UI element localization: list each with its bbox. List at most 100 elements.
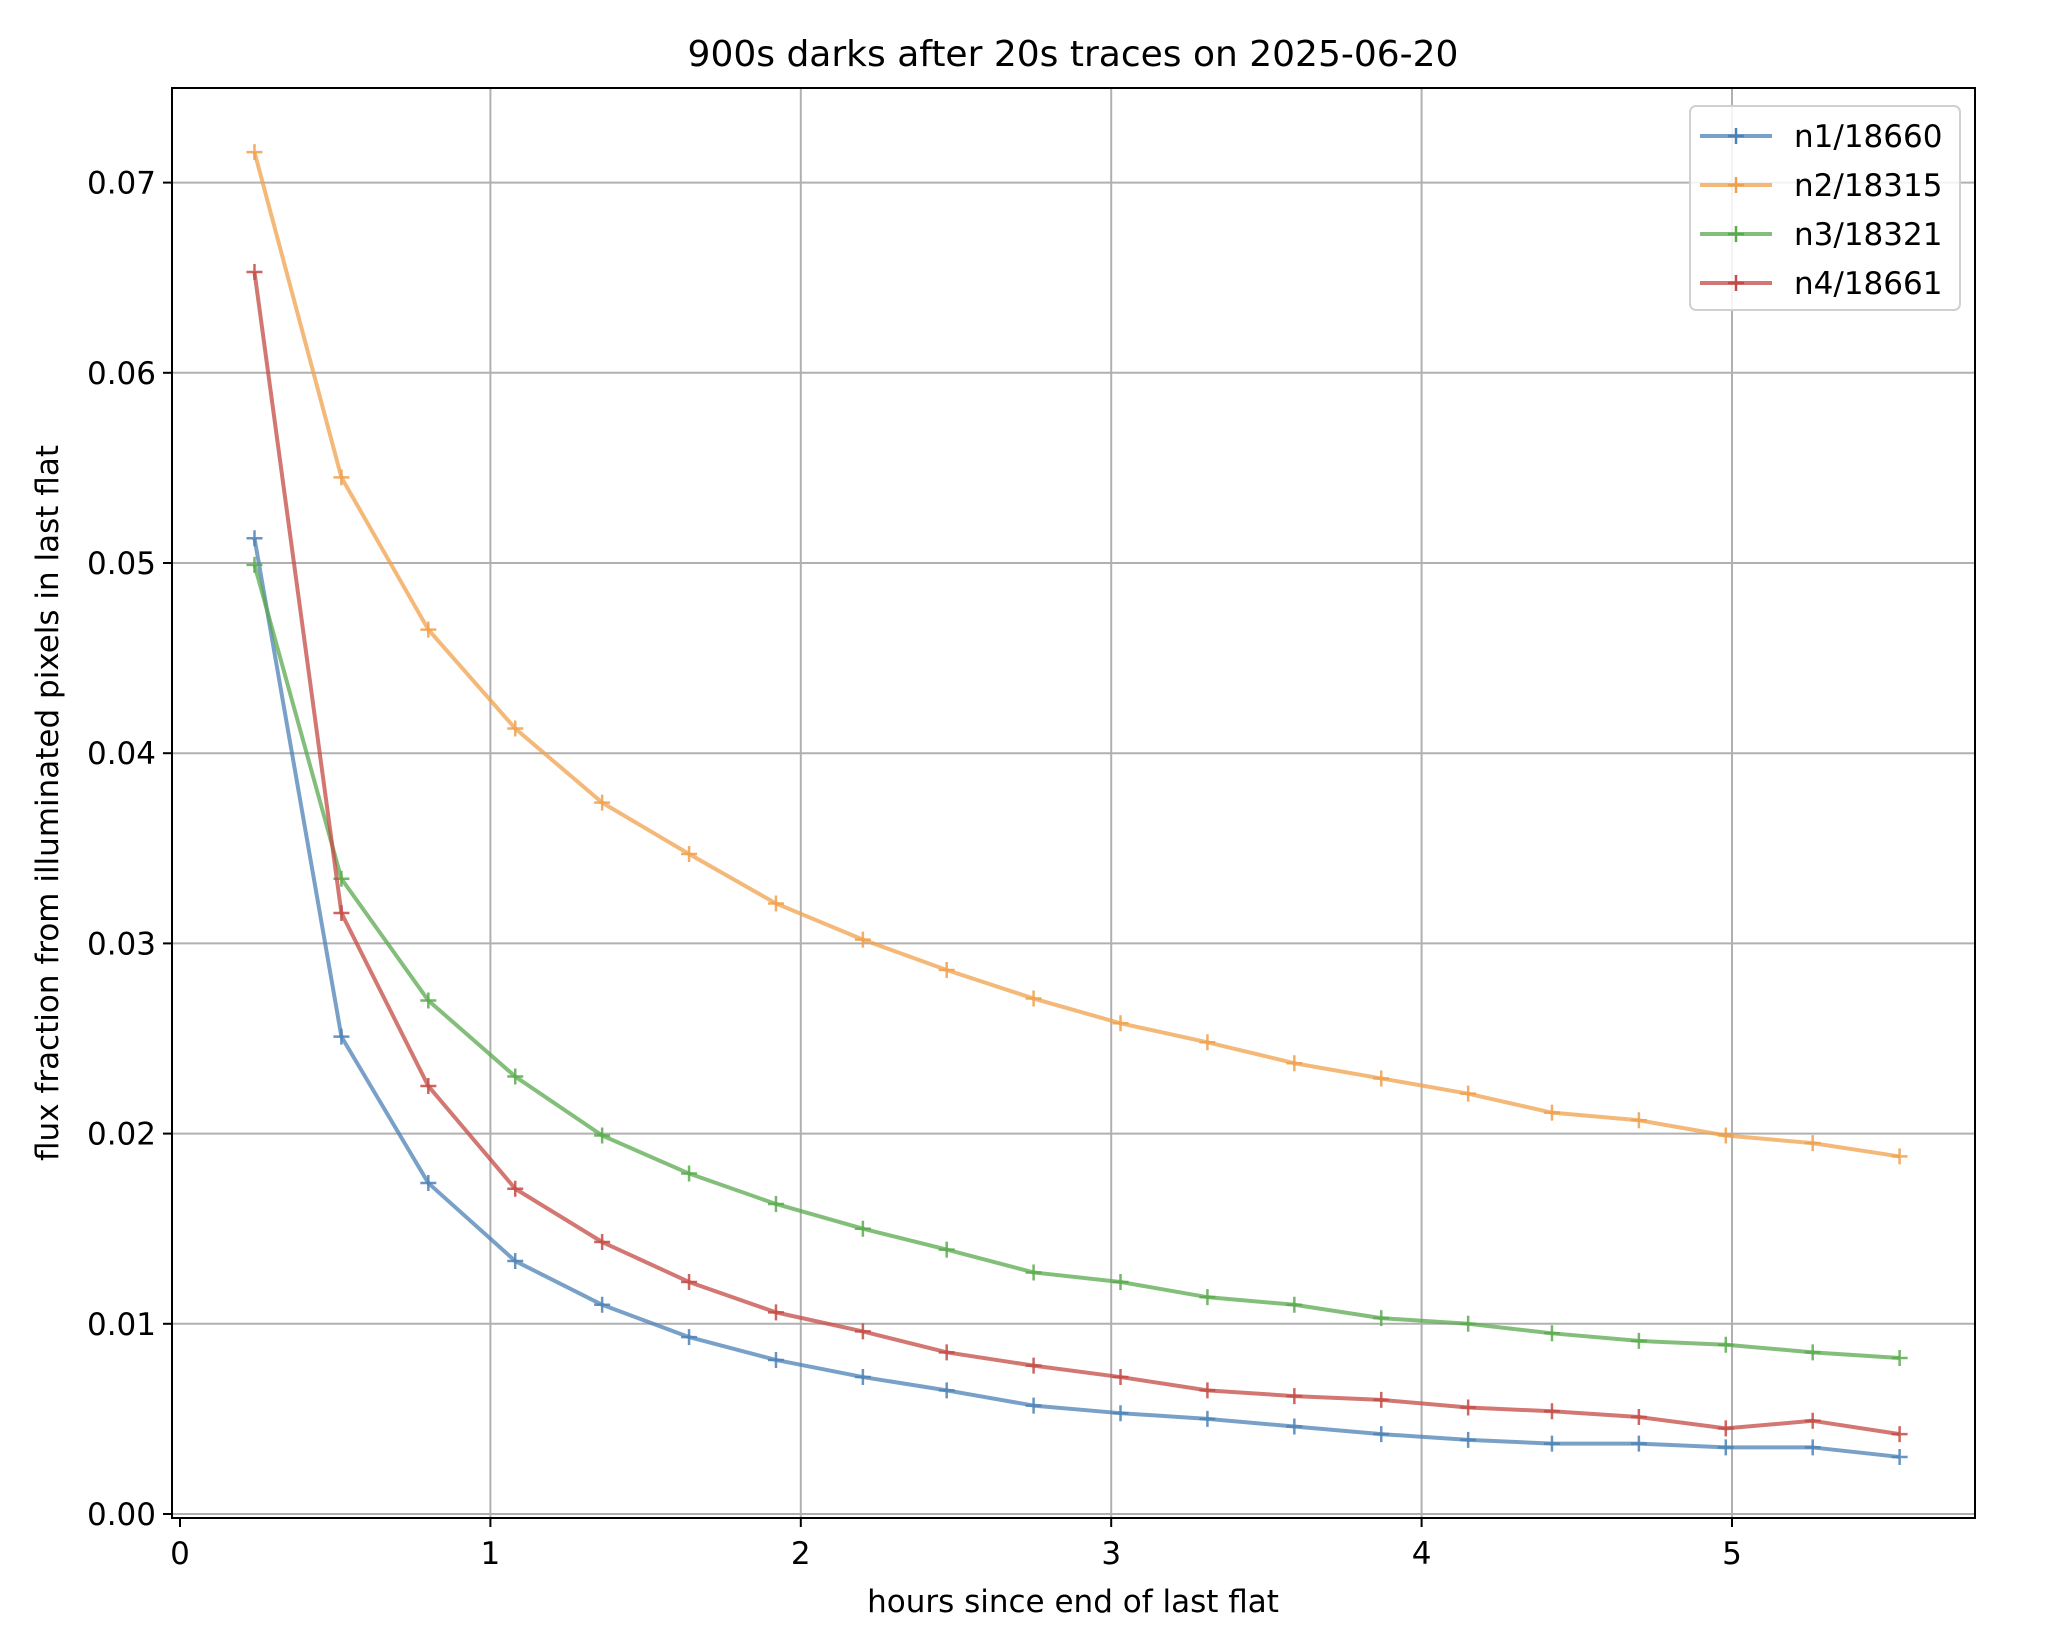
y-tick-label: 0.03: [87, 926, 156, 962]
data-point-marker: [1630, 1112, 1647, 1129]
data-point-marker: [1543, 1104, 1560, 1121]
x-tick-label: 1: [481, 1536, 501, 1572]
data-point-marker: [1373, 1391, 1390, 1408]
data-point-marker: [1460, 1315, 1477, 1332]
data-point-marker: [1804, 1439, 1821, 1456]
plot-frame: [171, 87, 1976, 1519]
legend-label: n1/18660: [1794, 119, 1942, 155]
y-tick-label: 0.02: [87, 1117, 156, 1153]
y-tick-label: 0.05: [87, 546, 156, 582]
data-point-marker: [420, 1175, 437, 1192]
data-point-marker: [1112, 1015, 1129, 1032]
grid: [172, 88, 1975, 1518]
data-point-marker: [1891, 1448, 1908, 1465]
data-point-marker: [594, 1127, 611, 1144]
data-point-marker: [594, 1234, 611, 1251]
data-point-marker: [420, 1078, 437, 1095]
data-point-marker: [246, 263, 263, 280]
legend-item[interactable]: n1/18660: [1700, 119, 1942, 155]
data-point-marker: [1717, 1439, 1734, 1456]
data-point-marker: [1286, 1388, 1303, 1405]
data-point-marker: [507, 720, 524, 737]
data-point-marker: [1112, 1273, 1129, 1290]
data-point-marker: [507, 1180, 524, 1197]
series-1: [246, 530, 1908, 1465]
data-point-marker: [1025, 990, 1042, 1007]
y-axis-label: flux fraction from illuminated pixels in…: [30, 445, 66, 1161]
data-point-marker: [1025, 1264, 1042, 1281]
data-point-marker: [767, 1351, 784, 1368]
data-point-marker: [1199, 1410, 1216, 1427]
data-point-marker: [1025, 1357, 1042, 1374]
legend-label: n3/18321: [1794, 217, 1942, 253]
data-point-marker: [681, 1273, 698, 1290]
series-group: [246, 144, 1908, 1465]
data-point-marker: [681, 1165, 698, 1182]
legend-item[interactable]: n3/18321: [1700, 217, 1942, 253]
data-point-marker: [246, 530, 263, 547]
series-line: [252, 564, 1900, 1361]
data-point-marker: [1112, 1405, 1129, 1422]
legend-item[interactable]: n4/18661: [1700, 266, 1942, 302]
legend-item[interactable]: n2/18315: [1700, 168, 1942, 204]
data-point-marker: [333, 1028, 350, 1045]
data-point-marker: [1717, 1336, 1734, 1353]
y-tick-label: 0.01: [87, 1307, 156, 1343]
data-point-marker: [767, 895, 784, 912]
data-point-marker: [767, 1304, 784, 1321]
data-point-marker: [507, 1068, 524, 1085]
data-point-marker: [1543, 1435, 1560, 1452]
y-tick-label: 0.07: [87, 166, 156, 202]
legend-swatch-marker: [1728, 177, 1744, 193]
data-point-marker: [1460, 1399, 1477, 1416]
data-point-marker: [854, 931, 871, 948]
x-tick-label: 0: [170, 1536, 190, 1572]
data-point-marker: [681, 846, 698, 863]
data-point-marker: [938, 1382, 955, 1399]
data-point-marker: [420, 992, 437, 1009]
data-point-marker: [1543, 1403, 1560, 1420]
series-3: [246, 556, 1908, 1367]
data-point-marker: [681, 1329, 698, 1346]
x-tick-label: 2: [791, 1536, 811, 1572]
axis-ticks: 0 1 2 3 4 5 0.00 0.01 0.02 0.03 0.04 0.05 0.06 0.07: [87, 166, 1742, 1572]
legend-box: [1689, 105, 1961, 311]
data-point-marker: [420, 621, 437, 638]
data-point-marker: [1286, 1296, 1303, 1313]
data-point-marker: [1630, 1435, 1647, 1452]
series-line: [252, 271, 1900, 1437]
data-point-marker: [1460, 1431, 1477, 1448]
data-point-marker: [1460, 1085, 1477, 1102]
series-2: [246, 144, 1908, 1165]
data-point-marker: [246, 556, 263, 573]
data-point-marker: [1717, 1127, 1734, 1144]
data-point-marker: [507, 1253, 524, 1270]
data-point-marker: [333, 469, 350, 486]
data-point-marker: [1804, 1412, 1821, 1429]
data-point-marker: [854, 1369, 871, 1386]
data-point-marker: [854, 1323, 871, 1340]
y-tick-label: 0.04: [87, 736, 156, 772]
data-point-marker: [938, 1241, 955, 1258]
data-point-marker: [1112, 1369, 1129, 1386]
chart-title: 900s darks after 20s traces on 2025-06-2…: [688, 34, 1459, 75]
data-point-marker: [1804, 1135, 1821, 1152]
legend-swatch-marker: [1728, 128, 1744, 144]
data-point-marker: [1804, 1344, 1821, 1361]
y-tick-label: 0.06: [87, 356, 156, 392]
x-tick-label: 3: [1101, 1536, 1121, 1572]
data-point-marker: [1373, 1310, 1390, 1327]
data-point-marker: [246, 144, 263, 161]
data-point-marker: [594, 1296, 611, 1313]
data-point-marker: [594, 794, 611, 811]
data-point-marker: [1891, 1148, 1908, 1165]
x-axis-label: hours since end of last flat: [867, 1584, 1279, 1620]
data-point-marker: [854, 1220, 871, 1237]
data-point-marker: [938, 1344, 955, 1361]
series-line: [252, 151, 1900, 1159]
legend[interactable]: n1/18660 n2/18315 n3/18321 n4/18661: [1689, 105, 1961, 311]
data-point-marker: [1630, 1332, 1647, 1349]
legend-label: n2/18315: [1794, 168, 1942, 204]
